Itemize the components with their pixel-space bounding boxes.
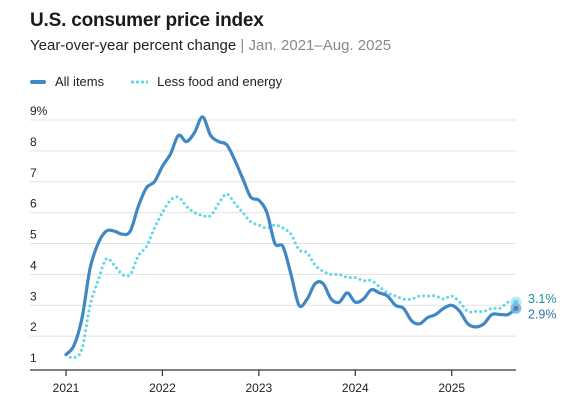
chart-title: U.S. consumer price index xyxy=(30,10,264,31)
series-line-less-food-energy xyxy=(64,192,518,360)
chart-series xyxy=(64,115,518,360)
y-tick-label: 3 xyxy=(30,289,37,303)
x-tick-label: 2024 xyxy=(342,381,369,395)
legend-label-all-items: All items xyxy=(55,74,105,89)
subtitle-main: Year-over-year percent change xyxy=(30,37,237,54)
end-label-all-items: 2.9% xyxy=(528,307,557,321)
legend-label-less-food-energy: Less food and energy xyxy=(157,74,283,89)
y-tick-label: 8 xyxy=(30,135,37,149)
series-line-all-items xyxy=(64,115,518,357)
chart-gridlines xyxy=(30,119,516,337)
y-tick-label: 4 xyxy=(30,258,37,272)
y-axis-ticks: 1 2 3 4 5 6 7 8 9% xyxy=(30,104,48,365)
chart-subtitle: Year-over-year percent change | Jan. 202… xyxy=(30,37,391,54)
legend-swatch-solid-line xyxy=(30,79,46,84)
y-tick-label: 9% xyxy=(30,104,48,118)
legend-item-less-food-energy: Less food and energy xyxy=(130,74,282,89)
end-label-less-food-energy: 3.1% xyxy=(528,292,557,306)
chart-legend: All items Less food and energy xyxy=(30,74,308,89)
x-tick-label: 2023 xyxy=(246,381,273,395)
y-tick-label: 2 xyxy=(30,320,37,334)
x-axis: 2021 2022 2023 2024 2025 xyxy=(30,369,516,395)
x-tick-label: 2022 xyxy=(149,381,176,395)
series-end-markers: 3.1%2.9% xyxy=(510,292,557,321)
legend-item-all-items: All items xyxy=(30,74,104,89)
subtitle-separator: | xyxy=(240,37,245,54)
legend-swatch-dotted-line xyxy=(130,79,149,84)
x-tick-label: 2021 xyxy=(53,381,80,395)
y-tick-label: 5 xyxy=(30,228,37,242)
y-tick-label: 1 xyxy=(30,351,37,365)
y-tick-label: 6 xyxy=(30,197,37,211)
end-marker-core xyxy=(513,305,519,311)
subtitle-date-range: Jan. 2021–Aug. 2025 xyxy=(248,37,392,54)
y-tick-label: 7 xyxy=(30,166,37,180)
x-tick-label: 2025 xyxy=(438,381,465,395)
